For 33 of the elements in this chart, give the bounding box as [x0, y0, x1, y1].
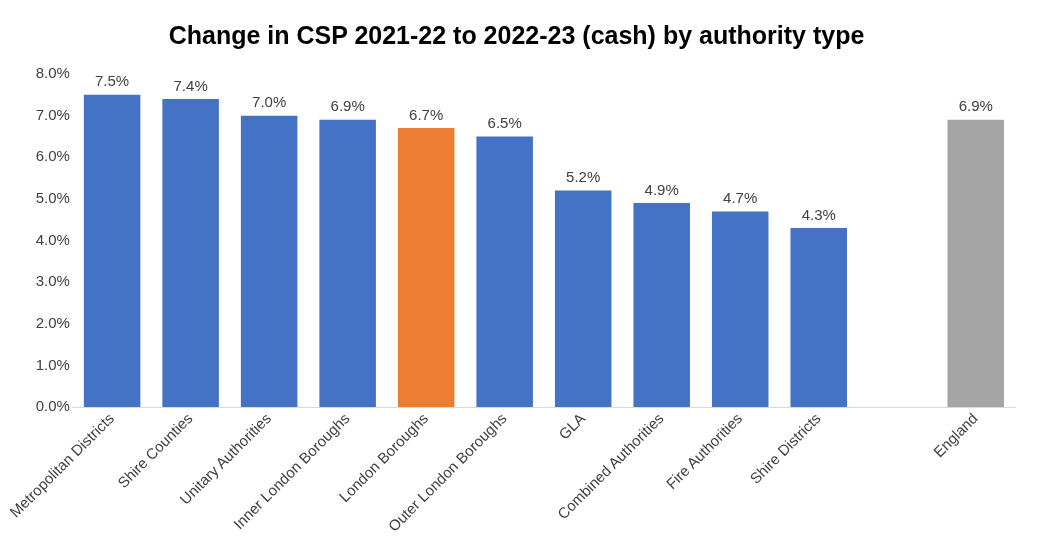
- data-label: 4.9%: [644, 180, 679, 198]
- bar: [711, 211, 769, 408]
- y-tick-label: 2.0%: [35, 313, 70, 331]
- bar: [947, 119, 1005, 408]
- y-tick-label: 7.0%: [35, 105, 70, 123]
- bar: [633, 203, 690, 408]
- data-label: 4.3%: [801, 205, 836, 223]
- bar: [240, 115, 298, 408]
- chart-title: Change in CSP 2021-22 to 2022-23 (cash) by authority type: [168, 20, 865, 49]
- data-label: 7.5%: [95, 72, 130, 90]
- y-tick-label: 8.0%: [35, 64, 70, 82]
- data-label: 4.7%: [723, 189, 758, 207]
- data-label: 6.9%: [958, 97, 993, 115]
- data-label: 6.7%: [409, 105, 444, 123]
- bar: [790, 228, 847, 408]
- y-tick-label: 0.0%: [35, 397, 70, 415]
- data-label: 6.9%: [330, 97, 365, 115]
- y-tick-label: 1.0%: [35, 355, 70, 373]
- bar: [554, 190, 612, 408]
- data-label: 5.2%: [566, 168, 601, 186]
- y-tick-label: 3.0%: [35, 272, 70, 290]
- data-label: 7.4%: [173, 76, 208, 94]
- x-tick-label: GLA: [554, 409, 589, 443]
- bar: [83, 94, 141, 408]
- data-label: 6.5%: [487, 114, 522, 132]
- y-tick-label: 4.0%: [35, 230, 70, 248]
- y-tick-label: 6.0%: [35, 147, 70, 165]
- bar: [319, 119, 376, 408]
- data-label: 7.0%: [252, 93, 287, 111]
- y-tick-label: 5.0%: [35, 189, 70, 207]
- bar: [397, 128, 455, 408]
- bar: [476, 136, 533, 408]
- bar: [162, 98, 219, 408]
